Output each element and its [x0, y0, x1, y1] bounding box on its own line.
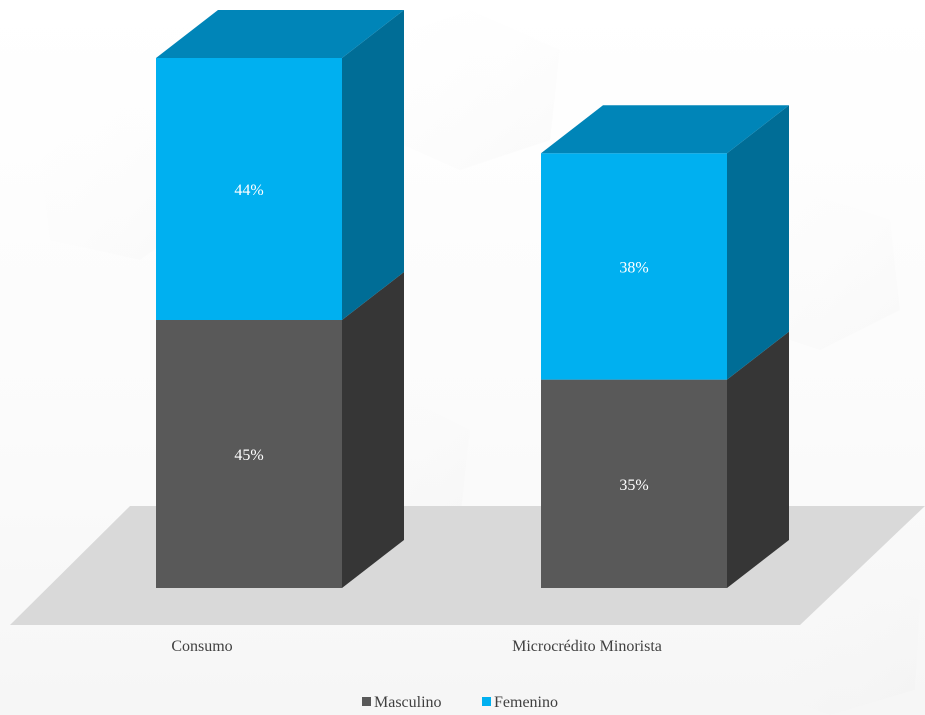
bar-side-face: [342, 272, 404, 588]
bar-front-face: [156, 320, 342, 588]
bar-front-face: [541, 379, 727, 588]
bars-layer: 45% 44% 35% 38%: [156, 10, 789, 588]
data-label-microcredito-masculino: 35%: [619, 477, 648, 494]
legend-swatch-femenino: [482, 697, 491, 706]
bar-side-face: [342, 10, 404, 321]
legend: Masculino Femenino: [362, 694, 558, 711]
bar-segment-consumo-masculino[interactable]: 45%: [156, 272, 404, 588]
category-label-consumo: Consumo: [171, 638, 232, 655]
bar-top-face: [541, 105, 789, 154]
bar-front-face: [156, 58, 342, 321]
bar-side-face: [727, 105, 789, 380]
bar-top-face: [156, 10, 404, 58]
legend-item-masculino[interactable]: Masculino: [362, 694, 442, 711]
data-label-microcredito-femenino: 38%: [619, 259, 648, 276]
bar-segment-consumo-femenino[interactable]: 44%: [156, 10, 404, 321]
category-label-microcredito: Microcrédito Minorista: [512, 638, 662, 655]
legend-swatch-masculino: [362, 697, 371, 706]
data-label-consumo-femenino: 44%: [234, 182, 263, 199]
bar-segment-microcredito-femenino[interactable]: 38%: [541, 105, 789, 380]
bar-segment-microcredito-masculino[interactable]: 35%: [541, 331, 789, 588]
legend-item-femenino[interactable]: Femenino: [482, 694, 558, 711]
bar-side-face: [727, 331, 789, 588]
legend-label-masculino: Masculino: [374, 694, 442, 711]
data-label-consumo-masculino: 45%: [234, 447, 263, 464]
bar-front-face: [541, 153, 727, 380]
legend-label-femenino: Femenino: [494, 694, 558, 711]
